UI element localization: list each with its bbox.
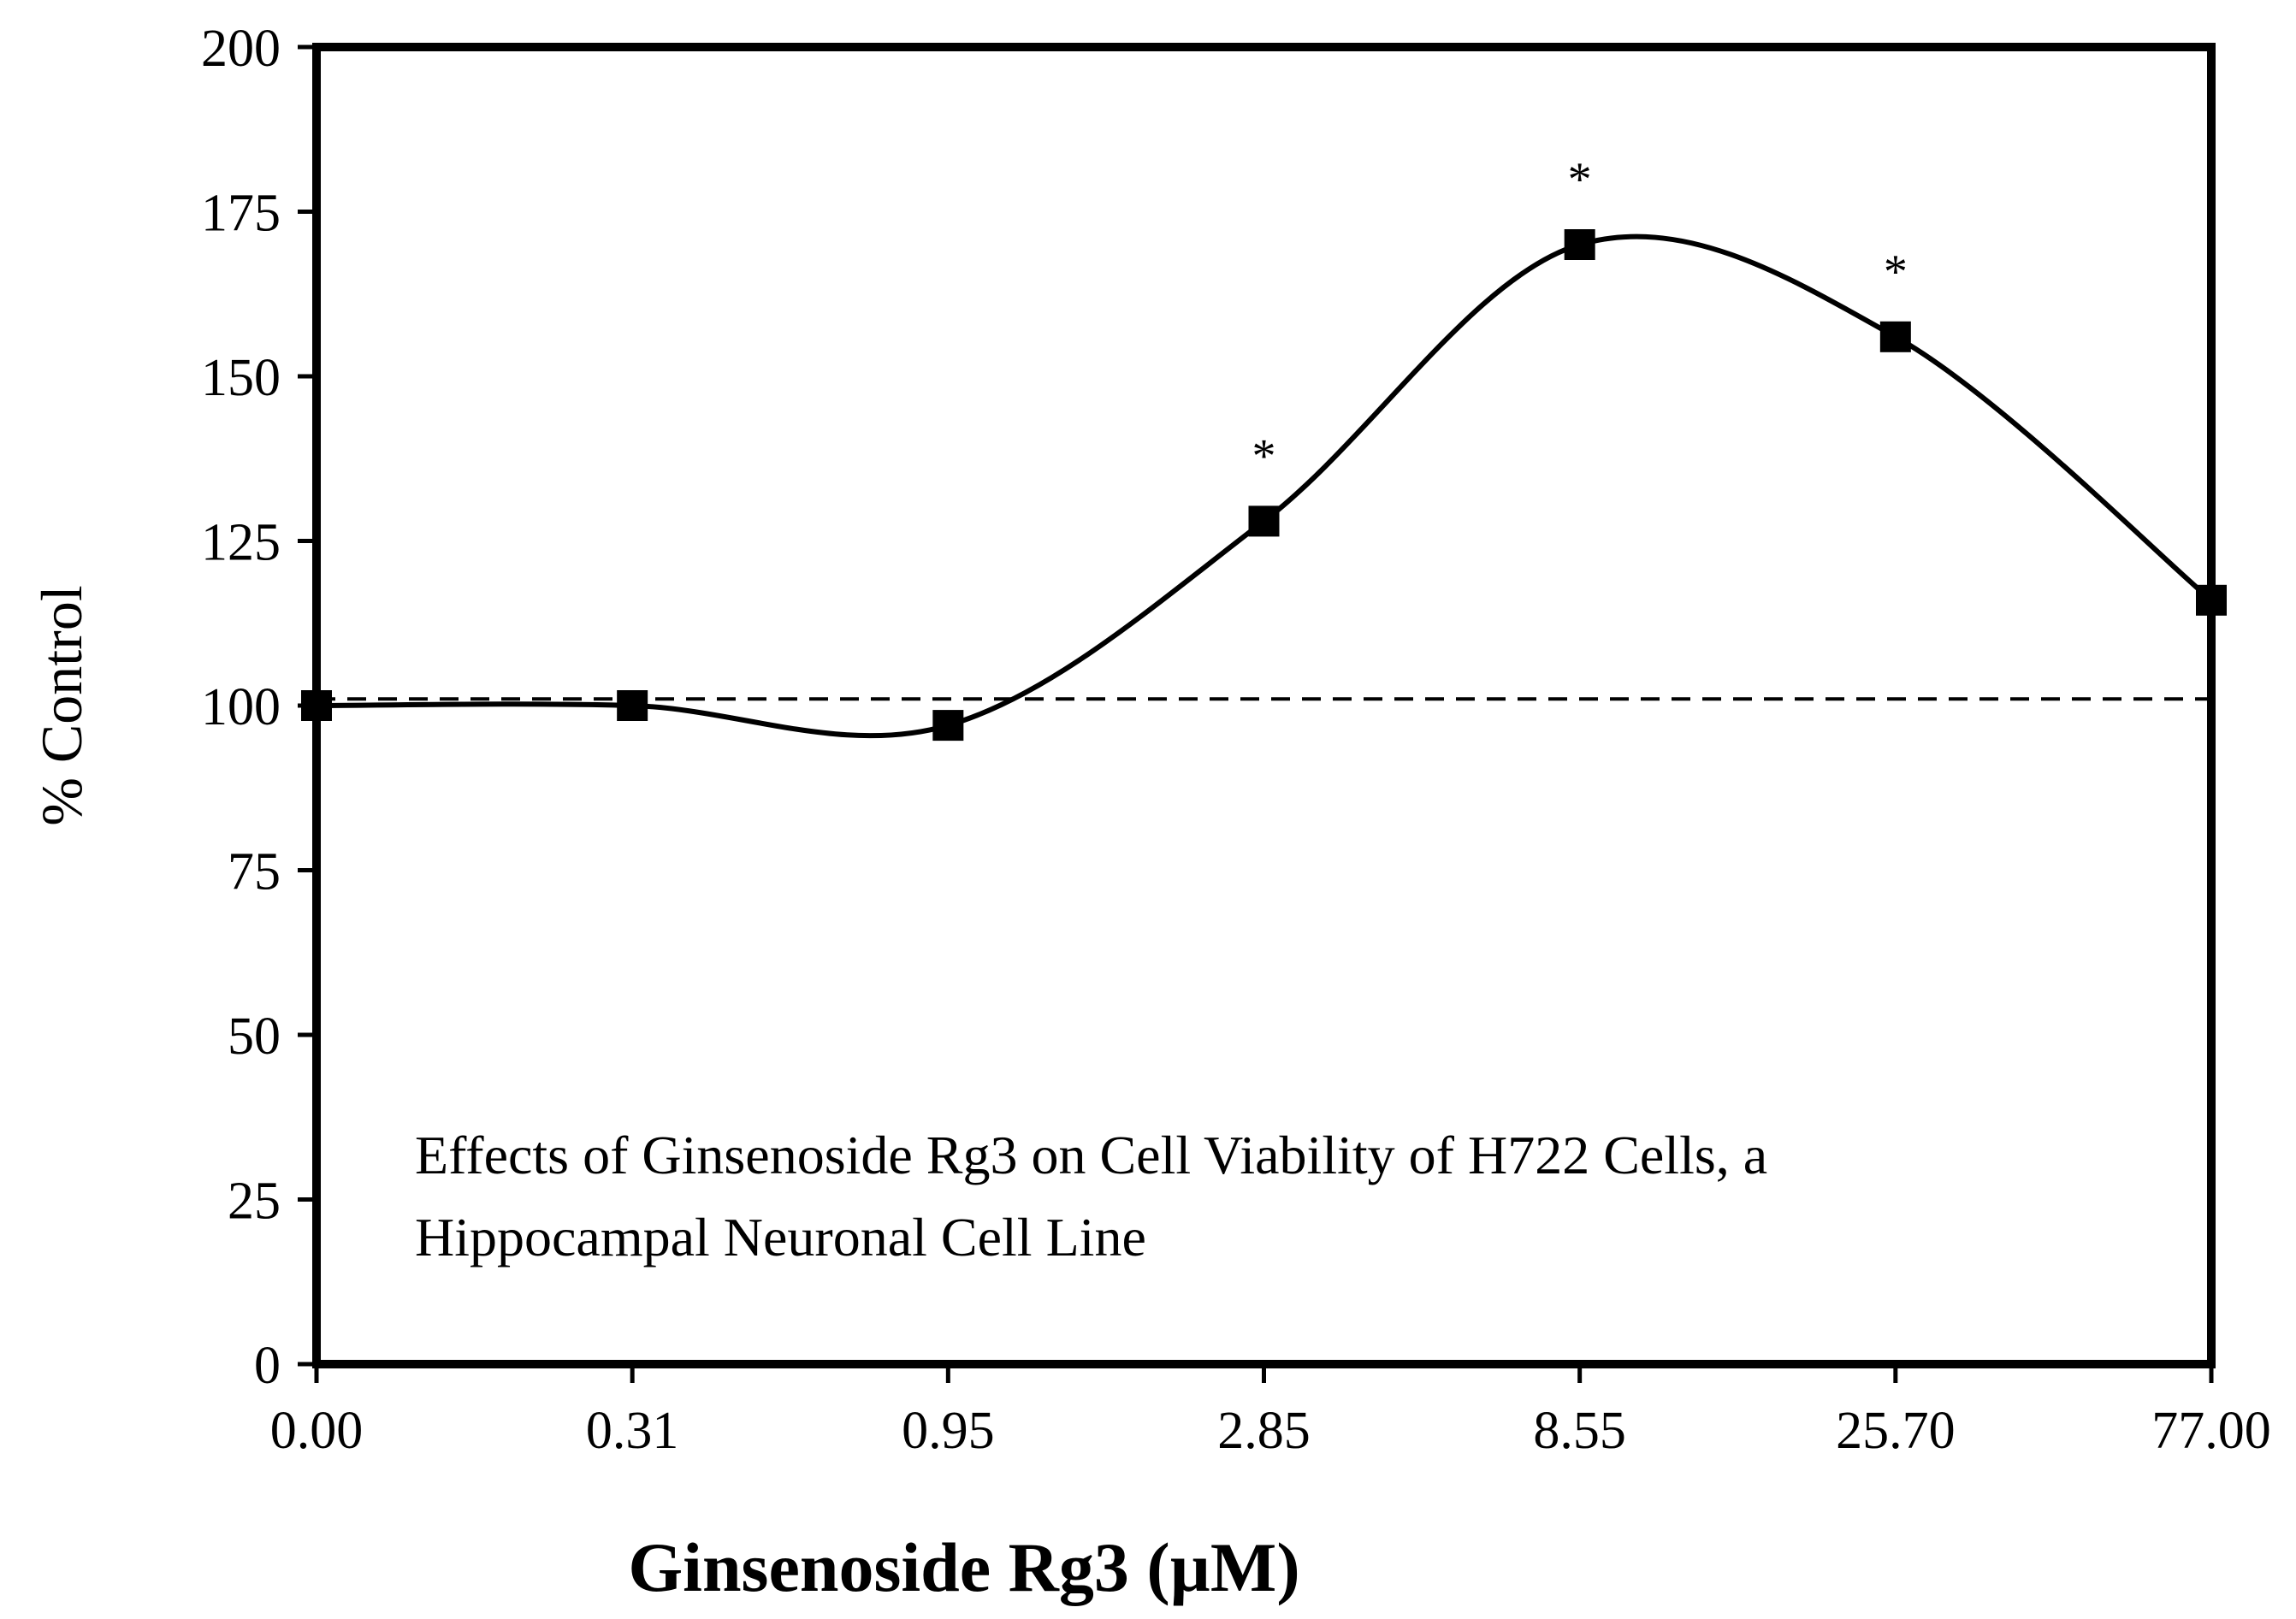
y-tick-label: 150 [201,349,281,407]
data-point [932,710,964,742]
x-tick-label: 0.00 [270,1402,364,1460]
annotation-line-1: Effects of Ginsenoside Rg3 on Cell Viabi… [415,1125,1767,1185]
data-markers [301,229,2227,742]
y-tick-label: 100 [201,678,281,736]
x-axis-title: Ginsenoside Rg3 (µM) [628,1528,1299,1606]
significance-asterisk: * [1884,245,1908,298]
series-line [316,233,2213,739]
x-tick-label: 8.55 [1533,1402,1626,1460]
data-point [617,690,648,721]
data-point [1248,505,1280,537]
data-point [1564,229,1595,260]
x-tick-label: 25.70 [1836,1402,1956,1460]
x-tick-label: 2.85 [1217,1402,1311,1460]
significance-asterisk: * [1568,153,1592,206]
y-axis: 0 25 50 75 100 125 150 175 200 [201,20,317,1395]
data-point [301,690,332,721]
y-tick-label: 125 [201,514,281,572]
x-tick-label: 0.95 [902,1402,995,1460]
significance-markers: * * * [1252,153,1908,482]
x-tick-label: 77.00 [2151,1402,2271,1460]
data-point [2196,584,2227,616]
y-tick-label: 50 [228,1007,281,1066]
y-tick-label: 175 [201,185,281,243]
y-tick-label: 0 [254,1337,281,1395]
data-point [1879,321,1911,352]
y-axis-title: % Control [29,585,94,825]
x-tick-label: 0.31 [586,1402,679,1460]
significance-asterisk: * [1252,429,1276,482]
y-tick-label: 200 [201,20,281,78]
y-tick-label: 25 [228,1173,281,1231]
annotation-line-2: Hippocampal Neuronal Cell Line [415,1207,1146,1267]
y-tick-label: 75 [228,843,281,901]
x-axis: 0.00 0.31 0.95 2.85 8.55 25.70 77.00 [270,1364,2271,1460]
